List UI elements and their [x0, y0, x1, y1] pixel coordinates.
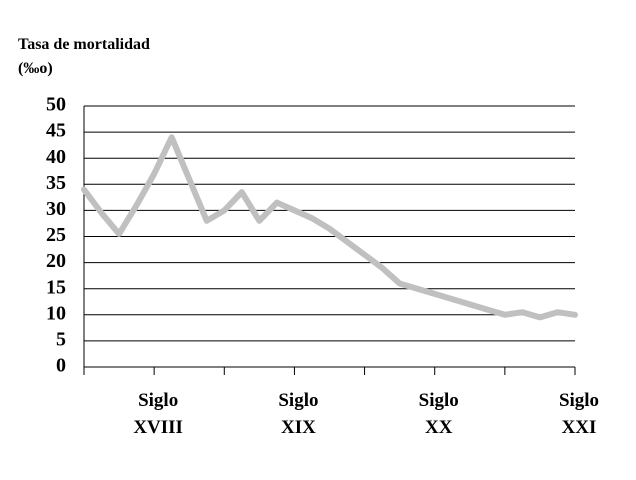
- y-tick-label: 35: [46, 172, 66, 194]
- y-tick-label: 0: [56, 355, 66, 377]
- y-axis-unit: (‰o): [18, 60, 53, 77]
- y-tick-label: 40: [46, 146, 66, 168]
- y-tick-label: 25: [46, 224, 66, 246]
- y-tick-label: 5: [56, 328, 66, 350]
- y-tick-label: 10: [46, 302, 66, 324]
- y-tick-label: 20: [46, 250, 66, 272]
- x-tick-label: Siglo XVIII: [133, 390, 183, 438]
- x-tick-label: Siglo XX: [418, 390, 459, 438]
- y-axis-title: Tasa de mortalidad: [18, 36, 150, 53]
- y-tick-label: 45: [46, 120, 66, 142]
- data-line: [81, 134, 578, 321]
- y-tick-label: 15: [46, 276, 66, 298]
- x-tick-label: Siglo XXI: [558, 390, 600, 438]
- x-tick-label: Siglo XIX: [278, 390, 319, 438]
- y-tick-label: 30: [46, 198, 66, 220]
- y-tick-label: 50: [46, 94, 66, 116]
